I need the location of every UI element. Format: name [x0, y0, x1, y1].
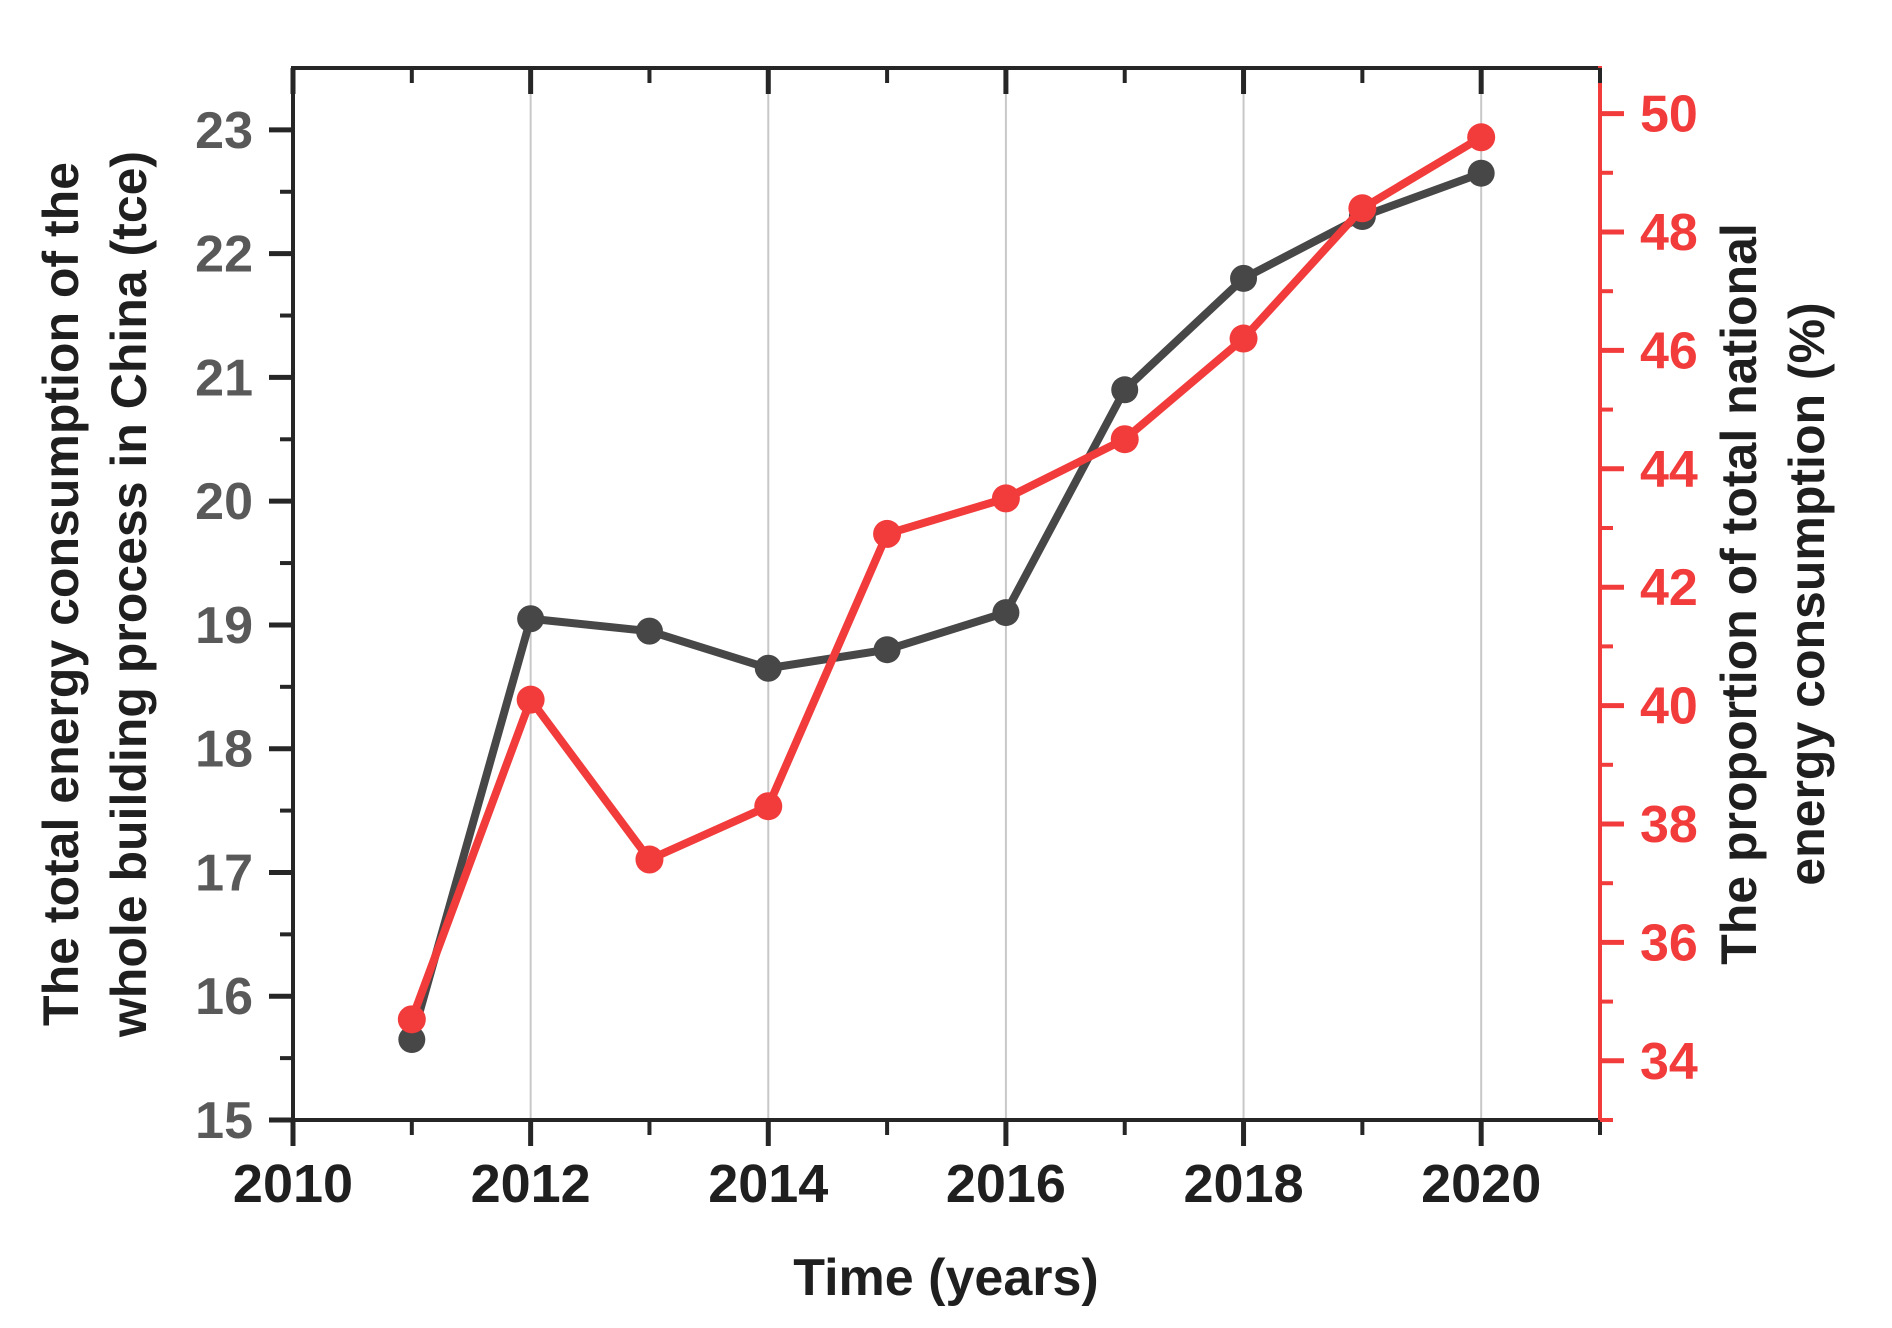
x-axis-title: Time (years): [793, 1249, 1098, 1307]
black-series-point: [873, 636, 901, 664]
right-tick-label: 36: [1640, 914, 1698, 972]
gridlines-layer: [529, 68, 1483, 1120]
left-tick-label: 21: [195, 349, 253, 407]
red-series-point: [873, 519, 902, 548]
left-tick-label: 18: [195, 721, 253, 779]
left-tick-label: 23: [195, 102, 253, 160]
black-series-line: [407, 169, 1486, 1044]
left-axis-title-line2: whole building process in China (tce): [101, 151, 157, 1038]
right-tick-label: 46: [1640, 322, 1698, 380]
left-tick-label: 19: [195, 597, 253, 655]
black-series-point: [635, 617, 663, 645]
axes-frame-layer: [291, 66, 1602, 1122]
red-series-point: [754, 792, 783, 821]
x-tick-label: 2016: [946, 1154, 1066, 1214]
right-axis-title-line1: The proportion of total national: [1711, 223, 1767, 965]
left-tick-label: 20: [195, 473, 253, 531]
red-series-point: [1110, 425, 1139, 454]
red-series-point: [397, 1005, 426, 1034]
right-tick-label: 50: [1640, 86, 1698, 144]
left-tick-label: 17: [195, 844, 253, 902]
black-series-point: [517, 605, 545, 633]
red-series-point: [1348, 194, 1377, 223]
red-series-point: [1467, 123, 1496, 152]
black-series-point: [754, 654, 782, 682]
right-tick-label: 38: [1640, 796, 1698, 854]
left-axis-title-line1: The total energy consumption of the: [33, 162, 89, 1026]
right-tick-label: 48: [1640, 204, 1698, 262]
right-tick-label: 42: [1640, 559, 1698, 617]
ticks-layer: [269, 68, 1624, 1146]
black-series-point: [398, 1026, 426, 1054]
left-tick-label: 15: [195, 1092, 253, 1150]
black-series-point: [1111, 376, 1139, 404]
red-series-point: [1229, 324, 1258, 353]
red-series-point: [516, 685, 545, 714]
x-tick-label: 2012: [471, 1154, 591, 1214]
red-series-point: [991, 484, 1020, 513]
red-series-point: [635, 845, 664, 874]
right-tick-label: 34: [1640, 1033, 1698, 1091]
x-tick-label: 2020: [1421, 1154, 1541, 1214]
red-series-line: [407, 133, 1486, 1024]
right-tick-label: 44: [1640, 441, 1698, 499]
x-tick-label: 2014: [708, 1154, 828, 1214]
left-tick-label: 16: [195, 968, 253, 1026]
series-layer: [397, 123, 1496, 1054]
x-tick-label: 2018: [1183, 1154, 1303, 1214]
black-series-point: [992, 599, 1020, 627]
black-series-point: [1230, 264, 1258, 292]
right-axis-title-line2: energy consumption (%): [1779, 302, 1835, 885]
x-tick-label: 2010: [233, 1154, 353, 1214]
right-tick-label: 40: [1640, 678, 1698, 736]
left-tick-label: 22: [195, 226, 253, 284]
black-series-point: [1467, 159, 1495, 187]
axis-titles-layer: The total energy consumption of the whol…: [33, 151, 1835, 1307]
tick-labels-layer: 2010 2012 2014 2016 2018 2020 15 16 17 18 19 20 21 22…: [195, 86, 1698, 1214]
